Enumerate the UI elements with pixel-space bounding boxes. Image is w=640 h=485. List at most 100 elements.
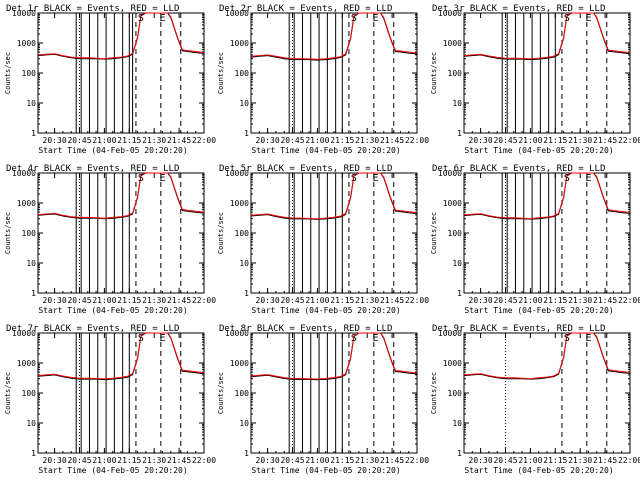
plot-title: Det 3r BLACK = Events, RED = LLD [432,4,605,14]
x-tick-label: 21:45 [380,296,404,305]
plot-title: Det 6r BLACK = Events, RED = LLD [432,164,605,174]
x-tick-label: 20:30 [43,136,67,145]
y-tick-label: 1000 [443,39,462,48]
axes-frame [463,12,631,134]
y-tick-label: 10 [452,419,462,428]
y-tick-label: 100 [448,389,463,398]
x-tick-label: 20:30 [469,136,493,145]
axes-frame [250,12,418,134]
y-tick-label: 10000 [12,169,36,178]
detector-plot-8: Det 8r BLACK = Events, RED = LLD 1 10 100 10… [217,324,429,475]
x-tick-label: 21:15 [330,136,354,145]
x-tick-label: 21:45 [167,136,191,145]
x-tick-label: 20:45 [493,136,517,145]
y-tick-label: 1000 [230,199,249,208]
y-axis-label: Counts/sec [4,52,12,94]
x-tick-label: 21:00 [305,136,329,145]
y-tick-label: 100 [235,229,250,238]
x-tick-label: 20:30 [43,296,67,305]
y-tick-label: 10000 [225,329,249,338]
x-tick-label: 21:15 [543,456,567,465]
y-tick-label: 10 [239,99,249,108]
marker-s: S [351,13,357,24]
series-line-lld [250,332,418,380]
plot-title: Det 1r BLACK = Events, RED = LLD [6,4,179,14]
marker-s: S [351,333,357,344]
detector-plot-9: Det 9r BLACK = Events, RED = LLD 1 10 100 10… [430,324,640,475]
series-line-events [250,172,418,220]
x-tick-label: 21:30 [355,296,379,305]
x-tick-label: 21:30 [142,456,166,465]
series-line-events [250,332,418,381]
x-tick-label: 21:00 [92,296,116,305]
series-line-lld [250,12,418,60]
y-tick-label: 100 [22,389,37,398]
x-tick-label: 22:00 [192,456,216,465]
detector-plot-4: Det 4r BLACK = Events, RED = LLD 1 10 100 10… [4,164,216,315]
series-line-events [463,172,631,220]
y-tick-label: 100 [235,69,250,78]
y-tick-label: 100 [235,389,250,398]
marker-s: S [564,13,570,24]
x-tick-label: 21:15 [543,296,567,305]
x-tick-label: 22:00 [192,296,216,305]
x-tick-label: 20:45 [67,456,91,465]
marker-e: E [159,333,165,344]
x-tick-label: 21:00 [305,296,329,305]
marker-e: E [159,13,165,24]
x-tick-label: 20:45 [280,136,304,145]
x-axis-label: Start Time (04-Feb-05 20:20:20) [464,146,613,155]
detector-plot-1: Det 1r BLACK = Events, RED = LLD 1 10 100 10… [4,4,216,155]
series-line-events [250,12,418,61]
y-tick-label: 10000 [438,329,462,338]
x-axis-label: Start Time (04-Feb-05 20:20:20) [38,306,187,315]
axes-frame [250,332,418,454]
series-line-events [37,332,205,381]
x-tick-label: 21:15 [117,456,141,465]
y-tick-label: 1 [31,449,36,458]
plot-title: Det 9r BLACK = Events, RED = LLD [432,324,605,334]
series-line-events [37,12,205,60]
detector-plot-7: Det 7r BLACK = Events, RED = LLD 1 10 100 10… [4,324,216,475]
x-tick-label: 21:15 [330,456,354,465]
axes-frame [463,172,631,294]
x-tick-label: 21:15 [543,136,567,145]
x-tick-label: 21:00 [518,456,542,465]
x-tick-label: 21:30 [568,456,592,465]
x-tick-label: 21:45 [167,456,191,465]
series-line-lld [250,172,418,220]
y-tick-label: 100 [448,69,463,78]
plot-title: Det 4r BLACK = Events, RED = LLD [6,164,179,174]
x-tick-label: 22:00 [405,136,429,145]
marker-s: S [138,13,144,24]
detector-plot-5: Det 5r BLACK = Events, RED = LLD 1 10 100 10… [217,164,429,315]
marker-e: E [372,333,378,344]
detector-plot-6: Det 6r BLACK = Events, RED = LLD 1 10 100 10… [430,164,640,315]
x-tick-label: 20:45 [280,456,304,465]
series-line-events [463,12,631,61]
x-tick-label: 20:30 [256,136,280,145]
x-axis-label: Start Time (04-Feb-05 20:20:20) [251,466,400,475]
y-tick-label: 1 [244,449,249,458]
x-tick-label: 21:30 [568,296,592,305]
x-tick-label: 21:00 [92,136,116,145]
marker-e: E [159,173,165,184]
x-tick-label: 21:30 [142,136,166,145]
y-tick-label: 1000 [230,39,249,48]
x-tick-label: 21:45 [593,296,617,305]
y-tick-label: 1 [457,449,462,458]
plot-title: Det 7r BLACK = Events, RED = LLD [6,324,179,334]
x-tick-label: 21:15 [117,136,141,145]
series-line-lld [463,12,631,60]
x-tick-label: 21:00 [518,136,542,145]
x-axis-label: Start Time (04-Feb-05 20:20:20) [251,146,400,155]
x-tick-label: 21:00 [518,296,542,305]
marker-e: E [585,333,591,344]
x-tick-label: 21:45 [167,296,191,305]
series-line-lld [463,172,631,220]
x-tick-label: 20:30 [43,456,67,465]
axes-frame [37,332,205,454]
y-tick-label: 1000 [17,39,36,48]
y-tick-label: 10000 [225,169,249,178]
x-tick-label: 20:30 [469,456,493,465]
